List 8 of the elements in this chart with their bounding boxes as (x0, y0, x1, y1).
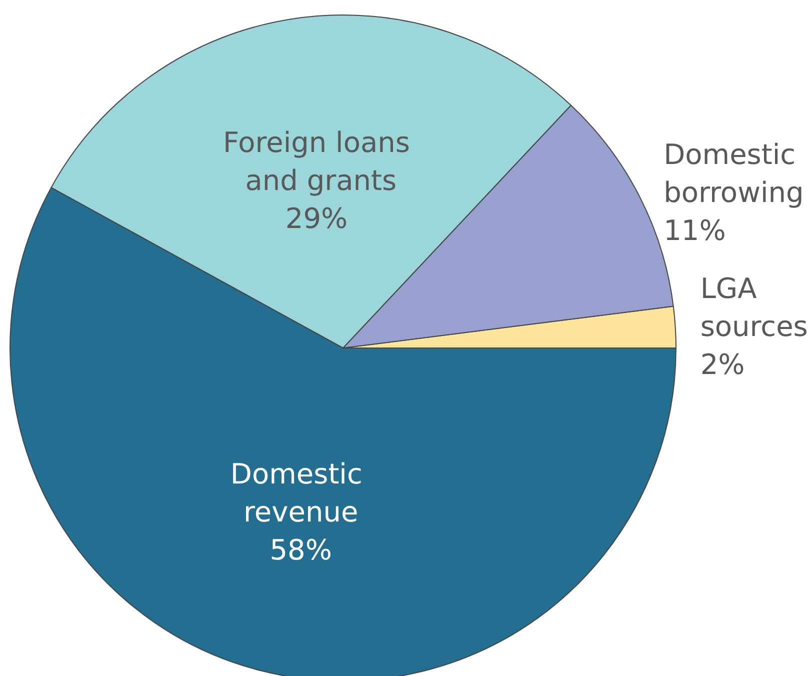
data-label: 58% (270, 534, 332, 567)
slice-label: Domestic borrowing (664, 138, 804, 209)
slice-label: Foreign loans and grants (223, 126, 410, 198)
data-label: 29% (285, 202, 348, 236)
data-label: 11% (664, 214, 726, 247)
slice-label: LGA sources (700, 272, 808, 343)
data-label: 2% (700, 348, 745, 381)
slice-label: Domestic revenue (230, 458, 372, 529)
